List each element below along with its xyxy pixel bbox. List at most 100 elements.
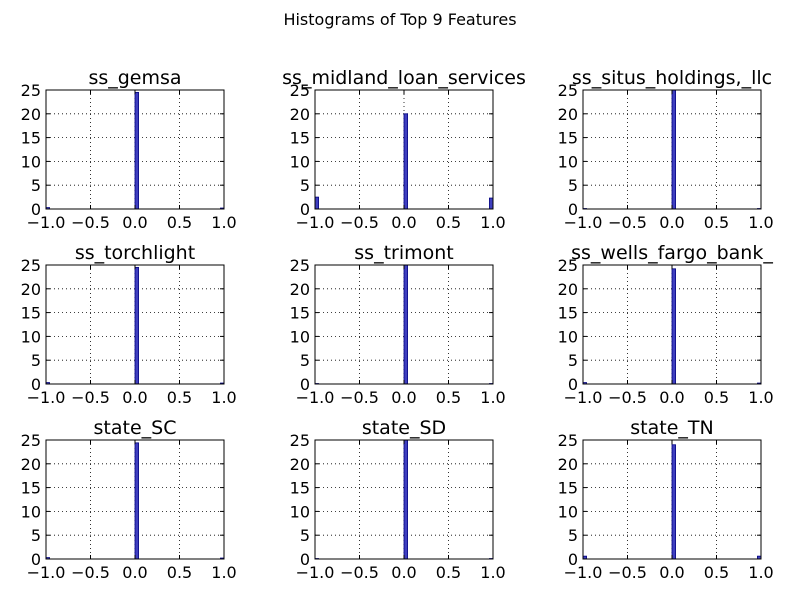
x-tick-label: 1.0 [480,213,505,232]
x-tick-label: 0.5 [436,213,461,232]
subplot: −1.0 −0.5 0.0 0.5 1.0 0 5 10 15 20 25ss_midland_lo… [282,67,526,232]
y-tick-label: 15 [21,304,41,323]
y-tick-label: 5 [568,526,578,545]
y-tick-label: 20 [21,105,41,124]
y-tick-label: 25 [21,256,41,275]
histogram-bar [403,264,408,385]
x-tick-label: −0.5 [608,213,647,232]
y-tick-label: 20 [290,455,310,474]
x-tick-label: 1.0 [211,388,236,407]
y-tick-label: 10 [558,152,578,171]
x-tick-label: −0.5 [340,563,379,582]
y-tick-label: 0 [31,550,41,569]
x-tick-label: 1.0 [211,563,236,582]
y-tick-label: 0 [31,200,41,219]
subplot-title: ss_torchlight [75,242,195,264]
y-tick-label: 5 [31,176,41,195]
x-tick-label: 1.0 [748,213,773,232]
y-tick-label: 25 [290,81,310,100]
y-tick-label: 15 [558,129,578,148]
histogram-bar [134,442,139,560]
figure-title: Histograms of Top 9 Features [283,10,517,29]
y-tick-label: 10 [290,502,310,521]
y-tick-label: 5 [31,351,41,370]
y-tick-label: 5 [300,526,310,545]
x-tick-label: 0.0 [659,563,684,582]
y-tick-label: 15 [21,479,41,498]
subplot-title: ss_gemsa [88,67,181,89]
x-tick-label: −0.5 [340,388,379,407]
x-tick-label: −1.0 [564,213,603,232]
y-tick-label: 0 [300,375,310,394]
x-tick-label: 0.0 [391,563,416,582]
y-tick-label: 5 [568,176,578,195]
x-tick-label: −0.5 [608,388,647,407]
y-tick-label: 20 [558,105,578,124]
y-tick-label: 25 [290,256,310,275]
x-tick-label: 0.5 [436,563,461,582]
subplot: −1.0 −0.5 0.0 0.5 1.0 0 5 10 15 20 25ss_wells_farg… [558,242,774,407]
x-tick-label: 0.5 [704,213,729,232]
subplot: −1.0 −0.5 0.0 0.5 1.0 0 5 10 15 20 25 state_SD [290,417,506,582]
y-tick-label: 15 [558,479,578,498]
histogram-bar [314,196,319,210]
subplot-title: state_SC [94,417,177,439]
x-tick-label: 0.0 [391,388,416,407]
y-tick-label: 15 [558,304,578,323]
y-tick-label: 5 [300,176,310,195]
y-tick-label: 25 [290,431,310,450]
x-tick-label: 0.0 [122,213,147,232]
y-tick-label: 10 [21,327,41,346]
y-tick-label: 25 [21,81,41,100]
subplot: −1.0 −0.5 0.0 0.5 1.0 0 5 10 15 20 25 ss_torchlight [21,242,237,407]
histogram-bar [403,439,408,560]
x-tick-label: −1.0 [27,563,66,582]
x-tick-label: 0.5 [436,388,461,407]
histogram-bar [671,444,676,560]
x-tick-label: −1.0 [296,563,335,582]
x-tick-label: −1.0 [27,213,66,232]
y-tick-label: 15 [21,129,41,148]
y-tick-label: 20 [21,280,41,299]
subplot-title: ss_midland_loan_services [282,67,526,89]
subplot: −1.0 −0.5 0.0 0.5 1.0 0 5 10 15 20 25 state_SC [21,417,237,582]
y-tick-label: 20 [558,280,578,299]
x-tick-label: 0.5 [704,388,729,407]
x-tick-label: 0.0 [122,388,147,407]
x-tick-label: −0.5 [71,563,110,582]
histogram-bar [671,268,676,385]
y-tick-label: 0 [568,375,578,394]
subplot-title: ss_trimont [354,242,453,264]
y-tick-label: 25 [558,81,578,100]
y-tick-label: 10 [290,327,310,346]
y-tick-label: 10 [558,327,578,346]
x-tick-label: 1.0 [211,213,236,232]
y-tick-label: 10 [21,152,41,171]
y-tick-label: 5 [568,351,578,370]
subplot-title: ss_wells_fargo_bank_ [571,242,773,264]
y-tick-label: 15 [290,304,310,323]
subplot-title: ss_situs_holdings,_llc [572,67,772,89]
x-tick-label: 0.0 [391,213,416,232]
y-tick-label: 0 [300,200,310,219]
x-tick-label: 0.5 [167,213,192,232]
y-tick-label: 5 [300,351,310,370]
y-tick-label: 25 [558,256,578,275]
histogram-bar [489,197,494,210]
x-tick-label: 0.5 [167,388,192,407]
y-tick-label: 25 [21,431,41,450]
subplot-title: state_TN [630,417,713,439]
y-tick-label: 20 [290,105,310,124]
y-tick-label: 0 [568,200,578,219]
x-tick-label: 0.0 [122,563,147,582]
x-tick-label: 0.0 [659,388,684,407]
x-tick-label: −1.0 [27,388,66,407]
y-tick-label: 15 [290,129,310,148]
subplot: −1.0 −0.5 0.0 0.5 1.0 0 5 10 15 20 25 ss_gemsa [21,67,237,232]
x-tick-label: −1.0 [564,563,603,582]
x-tick-label: 0.5 [167,563,192,582]
y-tick-label: 0 [31,375,41,394]
x-tick-label: 0.5 [704,563,729,582]
subplot: −1.0 −0.5 0.0 0.5 1.0 0 5 10 15 20 25 ss_trimont [290,242,506,407]
